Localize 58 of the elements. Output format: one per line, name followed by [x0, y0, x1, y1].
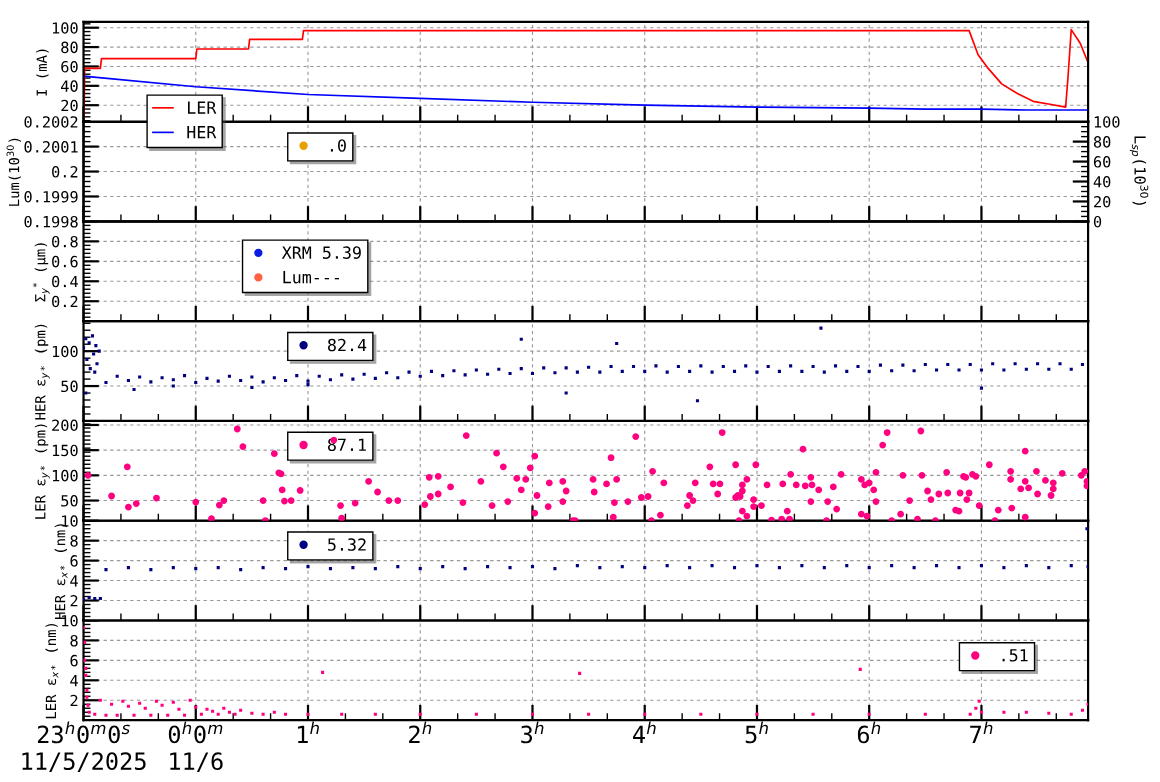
y-tick-label: 0.2001: [24, 141, 78, 153]
y-axis-title: I (mA): [36, 49, 49, 96]
y-tick-label: 6: [70, 654, 78, 667]
x-tick-label: 0$^{h}$0$^{m}$ 11/6: [168, 721, 223, 772]
y-tick-label: 200: [52, 419, 78, 432]
y-tick-label: 20: [61, 99, 78, 112]
y2-tick-label: 20: [1094, 195, 1111, 208]
y-tick-label: 4: [70, 675, 78, 687]
legend-label: HER: [187, 126, 217, 139]
y-tick-label: 40: [61, 80, 78, 92]
y-tick-label: 0.1998: [24, 215, 78, 228]
y-axis-title: Lum(10$^{30}$): [6, 138, 21, 206]
legend-label: LER: [188, 101, 217, 114]
y-tick-label: 100: [52, 469, 78, 482]
y-tick-label: 0.4: [52, 275, 78, 288]
y2-tick-label: 0: [1093, 215, 1102, 228]
legend-label: .0: [330, 139, 346, 152]
y2-tick-label: 100: [1094, 116, 1120, 128]
y-tick-label: 0.2: [52, 295, 78, 308]
y2-axis-title: L$_{sp}$(10$^{30}$): [1129, 136, 1149, 205]
y-tick-label: 0.1999: [24, 190, 78, 203]
x-tick-label: 7$^{h}$: [970, 721, 993, 744]
y-tick-label: 150: [52, 444, 78, 457]
x-tick-label: 2$^{h}$: [409, 721, 432, 744]
y-tick-label: 6: [70, 555, 78, 567]
y-tick-label: 2: [70, 595, 78, 607]
y-tick-label: 8: [70, 535, 78, 547]
x-tick-label: 4$^{h}$: [633, 721, 656, 744]
text: HER ε$_{y*}$ (pm): [34, 324, 50, 420]
y2-tick-label: 60: [1093, 156, 1111, 168]
x-tick-label: 1$^{h}$: [297, 721, 319, 744]
y-tick-label: 0.8: [52, 235, 78, 248]
y-tick-label: 100: [52, 345, 78, 358]
legend-label: 82.4: [327, 338, 367, 352]
y-tick-label: 50: [61, 380, 78, 393]
y-tick-label: 8: [70, 634, 78, 647]
y-tick-label: 0.2002: [24, 116, 78, 128]
y2-tick-label: 40: [1093, 176, 1111, 188]
text: LER ε$_{y*}$ (pm): [34, 424, 50, 519]
legend-label: Lum---: [283, 271, 340, 284]
y-tick-label: 2: [70, 694, 78, 707]
y-tick-label: 80: [61, 41, 78, 54]
y-tick-label: 60: [61, 60, 78, 73]
y-tick-label: 100: [52, 22, 78, 34]
y-tick-label: 50: [61, 495, 78, 507]
y2-tick-label: 80: [1093, 136, 1111, 148]
x-tick-label: 6$^{h}$: [857, 721, 881, 744]
x-tick-label: 5$^{h}$: [745, 721, 768, 744]
legend-label: XRM 5.39: [281, 246, 361, 259]
x-tick-label: 23$^{h}$0$^{m}$0$^{s}$ 11/5/2025: [22, 721, 146, 772]
y-tick-label: 0.6: [52, 255, 78, 268]
legend-label: .51: [1002, 649, 1028, 662]
text: Σ$_{y}$$^{*}$ (μm): [32, 243, 50, 302]
text: LER ε$_{x*}$ (nm): [45, 624, 59, 719]
legend-label: 5.32: [328, 538, 366, 551]
y-tick-label: 4: [70, 575, 78, 587]
y-tick-label: 0.2: [52, 166, 78, 178]
x-tick-label: 3$^{h}$: [521, 721, 544, 744]
